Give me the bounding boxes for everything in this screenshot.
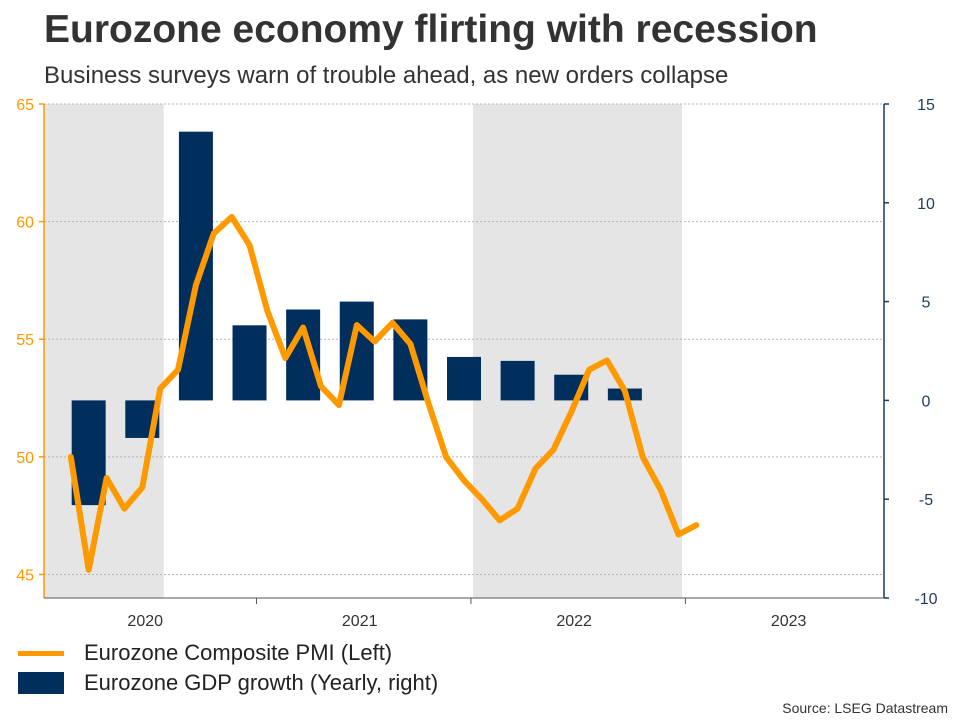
legend-item-gdp: Eurozone GDP growth (Yearly, right) <box>18 668 438 698</box>
source-note: Source: LSEG Datastream <box>782 700 948 716</box>
legend-label-gdp: Eurozone GDP growth (Yearly, right) <box>84 670 439 695</box>
gdp-bar-8 <box>500 360 535 401</box>
chart-subtitle: Business surveys warn of trouble ahead, … <box>44 62 729 89</box>
shaded-period-0 <box>44 104 164 598</box>
right-tick-label-3: 5 <box>922 295 931 312</box>
x-tick-label-1: 2021 <box>342 613 378 630</box>
left-tick-label-4: 65 <box>16 97 34 114</box>
right-tick-label-1: -5 <box>919 492 933 509</box>
gdp-bar-2 <box>178 131 213 401</box>
shaded-period-1 <box>472 104 683 598</box>
right-tick-label-0: -10 <box>914 591 937 608</box>
legend-swatch-pmi <box>18 650 64 656</box>
right-tick-label-2: 0 <box>922 393 931 410</box>
left-tick-label-3: 60 <box>16 215 34 232</box>
x-tick-label-2: 2022 <box>556 613 592 630</box>
gdp-bar-4 <box>286 309 321 401</box>
gdp-bar-7 <box>447 356 481 401</box>
gdp-bar-3 <box>232 325 267 401</box>
legend: Eurozone Composite PMI (Left) Eurozone G… <box>18 638 438 698</box>
right-tick-label-4: 10 <box>917 196 935 213</box>
left-tick-label-2: 55 <box>16 332 34 349</box>
legend-label-pmi: Eurozone Composite PMI (Left) <box>84 640 393 665</box>
x-tick-label-3: 2023 <box>771 613 807 630</box>
x-tick-label-0: 2020 <box>127 613 163 630</box>
legend-swatch-gdp <box>18 672 64 694</box>
chart-title: Eurozone economy flirting with recession <box>44 8 818 51</box>
left-tick-label-1: 50 <box>16 450 34 467</box>
left-tick-label-0: 45 <box>16 567 34 584</box>
right-tick-label-5: 15 <box>917 97 935 114</box>
pmi-line <box>67 213 700 573</box>
legend-item-pmi: Eurozone Composite PMI (Left) <box>18 638 438 668</box>
